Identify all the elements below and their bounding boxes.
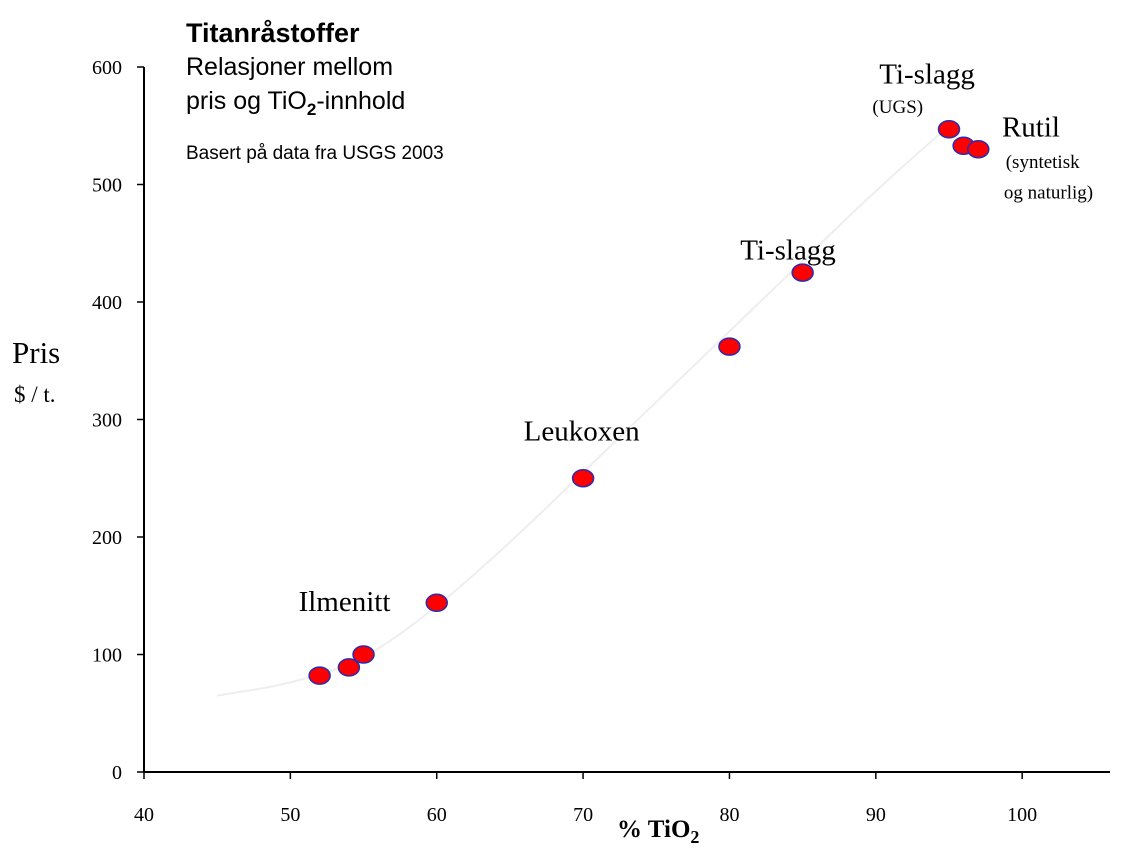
x-axis-label-subscript: 2 — [690, 827, 699, 847]
data-point — [352, 645, 375, 664]
subtitle-text-post: -innhold — [316, 87, 406, 115]
point-annotation: (syntetisk — [1006, 152, 1080, 173]
y-tick-label: 300 — [92, 410, 122, 432]
x-tick-label: 70 — [573, 804, 593, 826]
x-tick-label: 60 — [427, 804, 447, 826]
chart-note: Basert på data fra USGS 2003 — [186, 143, 444, 164]
y-tick-label: 500 — [92, 175, 122, 197]
y-tick-label: 200 — [92, 527, 122, 549]
y-axis-label: Pris — [12, 335, 60, 370]
y-tick-label: 100 — [92, 645, 122, 667]
subtitle-subscript: 2 — [306, 100, 317, 119]
point-annotation: og naturlig) — [1004, 183, 1093, 204]
y-axis-unit: $ / t. — [14, 382, 56, 407]
x-tick-label: 90 — [866, 804, 886, 826]
chart-subtitle-line2: pris og TiO2-innhold — [186, 84, 444, 127]
x-axis-label-main: % TiO — [617, 816, 690, 843]
y-tick-label: 600 — [92, 57, 122, 79]
data-point — [718, 337, 741, 356]
data-point — [571, 469, 595, 488]
x-tick-label: 100 — [1007, 804, 1037, 826]
data-point — [425, 593, 448, 613]
x-tick-label: 40 — [134, 804, 154, 826]
point-annotation: (UGS) — [872, 97, 923, 118]
chart-subtitle-line1: Relasjoner mellom — [186, 53, 394, 81]
chart-title: Titanråstoffer — [186, 18, 360, 48]
title-block: Titanråstoffer Relasjoner mellom pris og… — [186, 16, 444, 165]
data-point — [937, 120, 961, 139]
data-point — [337, 658, 361, 677]
data-point — [967, 140, 990, 159]
point-annotation: Leukoxen — [524, 416, 640, 448]
x-tick-label: 80 — [719, 804, 739, 826]
point-annotation: Ilmenitt — [299, 586, 391, 618]
point-annotation: Ti-slagg — [879, 58, 975, 90]
x-tick-label: 50 — [280, 804, 300, 826]
y-tick-label: 400 — [92, 292, 122, 314]
data-point — [308, 666, 331, 685]
point-annotation: Ti-slagg — [740, 235, 836, 267]
point-annotation: Rutil — [1002, 111, 1060, 143]
subtitle-text-pre: pris og TiO — [186, 87, 307, 115]
y-tick-label: 0 — [112, 762, 122, 784]
x-axis-label: % TiO2 — [617, 816, 699, 847]
data-point — [791, 263, 814, 282]
